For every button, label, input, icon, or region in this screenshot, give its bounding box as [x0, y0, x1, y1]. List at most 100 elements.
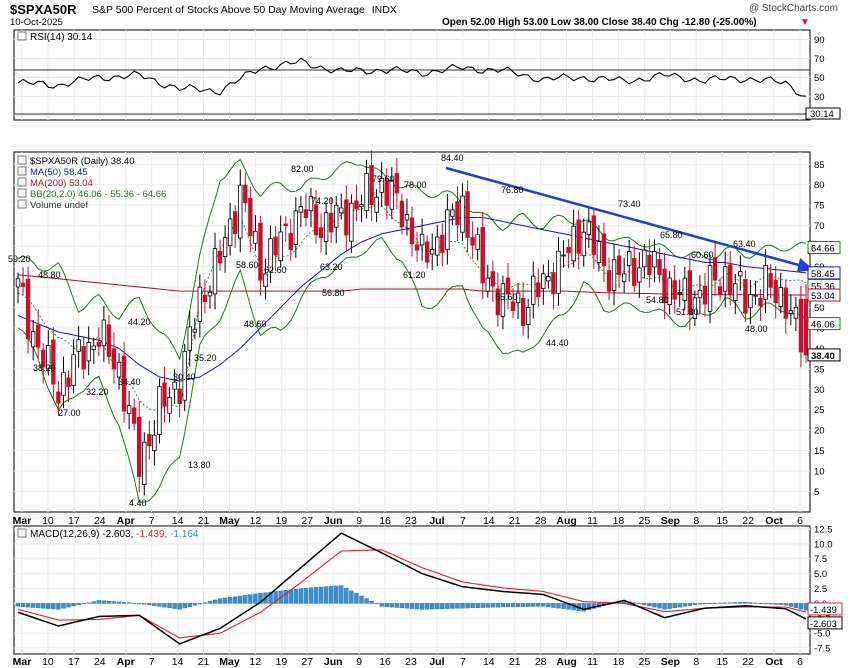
candle-body: [202, 294, 208, 303]
candle-body: [41, 349, 46, 368]
candle-body: [556, 250, 561, 294]
price-tick-label: 30: [814, 385, 825, 396]
rsi-tick-label: 70: [814, 54, 825, 65]
x-tick-label: 10: [42, 656, 54, 668]
macd-histogram-bar: [783, 603, 788, 606]
x-tick-label: 9: [356, 656, 362, 668]
price-badge: [807, 317, 841, 331]
candle-body: [596, 241, 602, 263]
x-tick-label: 7: [460, 656, 466, 668]
candle-body: [692, 297, 698, 319]
candle-body: [248, 197, 253, 237]
macd-histogram-bar: [717, 602, 723, 604]
candle-body: [627, 251, 632, 267]
macd-histogram-bar: [197, 603, 203, 605]
price-tick-label: 25: [814, 405, 825, 416]
macd-histogram-bar: [111, 601, 117, 604]
candle-body: [172, 381, 177, 390]
candle-body: [788, 310, 794, 314]
macd-histogram-bar: [61, 603, 66, 609]
macd-histogram-bar: [318, 586, 324, 604]
macd-histogram-bar: [334, 585, 339, 604]
macd-label: MACD(12,26,9) -2.603, -1.439, -1.164: [30, 529, 199, 540]
macd-histogram-bar: [66, 603, 71, 608]
candle-body: [682, 277, 687, 301]
candle-body: [51, 339, 56, 385]
macd-signal-line: [17, 549, 807, 639]
macd-histogram-bar: [561, 603, 566, 609]
candle-body: [601, 233, 607, 267]
macd-label-hist: -1.164: [167, 529, 199, 540]
x-tick-label: 23: [405, 515, 417, 527]
macd-histogram-bar: [642, 603, 647, 606]
x-tick-label: 27: [301, 515, 313, 527]
x-tick-label: May: [219, 656, 240, 668]
candle-body: [571, 225, 576, 262]
macd-histogram-bar: [490, 603, 496, 608]
macd-histogram-bar: [308, 587, 314, 604]
macd-histogram-bar: [702, 603, 708, 605]
candle-body: [187, 326, 192, 351]
price-annotation: 78.00: [404, 180, 427, 190]
macd-histogram-bar: [354, 593, 359, 604]
x-tick-label: Jul: [429, 515, 444, 527]
price-annotation: 62.60: [264, 265, 287, 275]
macd-histogram-bar: [419, 603, 425, 610]
macd-tick-label: 12.5: [814, 524, 833, 535]
macd-histogram-bar: [248, 594, 253, 604]
price-tick-label: 15: [814, 446, 825, 457]
candle-body: [642, 249, 647, 268]
candle-body: [409, 217, 415, 245]
macd-histogram-bar: [728, 602, 733, 604]
macd-histogram-bar: [339, 585, 344, 604]
candle-body: [722, 266, 728, 292]
price-tick-label: 80: [814, 180, 825, 191]
x-tick-label: 16: [379, 515, 391, 527]
candle-body: [632, 257, 637, 286]
candle-body: [359, 204, 364, 208]
x-tick-label: 22: [742, 515, 754, 527]
x-tick-label: 6: [797, 515, 803, 527]
candle-body: [758, 297, 763, 307]
macd-histogram-bar: [753, 602, 758, 604]
legend-entry: MA(200) 53.04: [30, 178, 93, 189]
candle-body: [222, 237, 228, 257]
candle-body: [445, 209, 450, 251]
legend-swatch: [17, 199, 27, 209]
candle-body: [475, 234, 480, 250]
macd-frame: [13, 525, 811, 655]
candle-body: [364, 173, 369, 212]
price-badge-text: 55.36: [811, 282, 835, 293]
macd-histogram-bar: [738, 602, 743, 604]
macd-histogram-bar: [212, 599, 218, 604]
macd-histogram-bar: [510, 603, 516, 608]
x-tick-label: 17: [68, 656, 80, 668]
price-annotation: 13.80: [188, 460, 211, 470]
macd-histogram-bar: [56, 603, 61, 610]
rsi-line: [17, 57, 807, 97]
candle-body: [546, 276, 551, 282]
candle-body: [81, 346, 86, 370]
x-tick-label: 14: [483, 656, 495, 668]
candle-body: [71, 354, 76, 386]
candle-body: [480, 227, 485, 284]
x-tick-label: Aug: [556, 515, 576, 527]
macd-panel: 12.510.07.55.02.50.0-2.5-5.0-7.5 MACD(12…: [13, 524, 843, 655]
macd-histogram-bar: [303, 587, 309, 604]
macd-histogram-bar: [258, 593, 263, 604]
price-annotation: 44.40: [546, 338, 569, 348]
macd-tick-label: -7.5: [814, 644, 830, 655]
macd-histogram-bar: [364, 598, 369, 604]
price-annotation: 27.00: [58, 408, 81, 418]
macd-histogram-bar: [722, 602, 728, 604]
price-annotation: 56.80: [322, 288, 345, 298]
candle-body: [334, 204, 339, 228]
candle-body: [56, 391, 61, 404]
macd-histogram-bar: [126, 602, 132, 604]
price-annotation: 63.40: [733, 239, 756, 249]
macd-histogram-bar: [323, 586, 329, 604]
x-tick-label: 7: [149, 656, 155, 668]
macd-histogram-bar: [86, 602, 91, 604]
macd-histogram-bar: [662, 603, 667, 610]
